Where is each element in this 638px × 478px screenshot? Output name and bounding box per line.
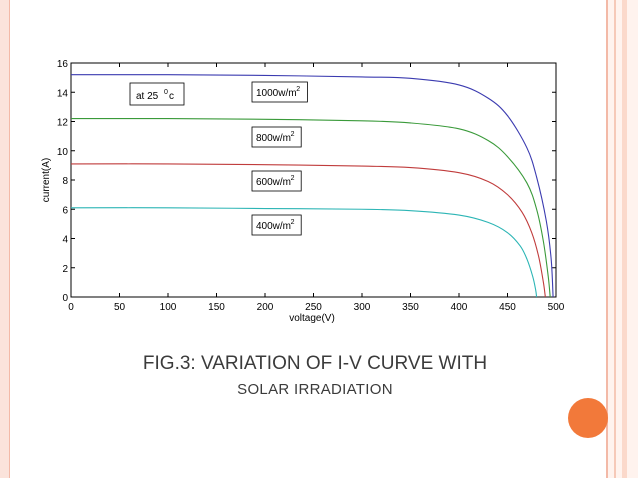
x-tick-label: 350 <box>402 302 419 313</box>
x-tick-label: 450 <box>499 302 516 313</box>
border-stripe <box>614 0 616 478</box>
series-label-text: 600w/m <box>256 177 291 188</box>
x-tick-label: 250 <box>305 302 322 313</box>
x-tick-label: 400 <box>451 302 468 313</box>
y-tick-label: 4 <box>62 235 68 246</box>
label-box-frame <box>251 170 302 192</box>
series-label-text: 400w/m <box>256 221 291 232</box>
annotation-unit: c <box>169 91 174 102</box>
label-box-frame <box>251 214 302 236</box>
series-label-text: 800w/m <box>256 133 291 144</box>
series-label-box: 600w/m 2 <box>251 170 302 192</box>
x-tick-label: 500 <box>548 302 565 313</box>
chart-ticks: 0 50 100 150 200 250 300 350 400 450 500 0 2 4 6 8 10 12 1… <box>57 59 565 313</box>
x-tick-label: 150 <box>208 302 225 313</box>
x-tick-label: 50 <box>114 302 126 313</box>
annotation-frame <box>129 82 185 106</box>
y-tick-label: 10 <box>57 147 69 158</box>
series-label-superscript: 2 <box>291 131 295 138</box>
series-label-text: 1000w/m <box>256 88 297 99</box>
series-label-box: 800w/m 2 <box>251 126 302 148</box>
series-label-superscript: 2 <box>291 219 295 226</box>
decorative-orange-circle <box>568 398 608 438</box>
series-label-box: 1000w/m 2 <box>251 81 308 103</box>
y-tick-label: 16 <box>57 59 69 70</box>
figure-caption: FIG.3: VARIATION OF I-V CURVE WITH SOLAR… <box>100 351 530 403</box>
series-label-superscript: 2 <box>291 175 295 182</box>
x-axis-label: voltage(V) <box>289 313 335 324</box>
series-line <box>70 117 551 298</box>
y-tick-label: 8 <box>62 176 68 187</box>
series-line <box>70 163 546 298</box>
x-tick-label: 200 <box>257 302 274 313</box>
temperature-annotation: at 25 0 c <box>129 82 185 106</box>
caption-line-1: FIG.3: VARIATION OF I-V CURVE WITH <box>142 353 488 374</box>
right-border-decoration <box>606 0 638 478</box>
caption-line-2: SOLAR IRRADIATION <box>237 381 393 398</box>
y-axis-label: current(A) <box>41 158 52 202</box>
label-box-frame <box>251 81 308 103</box>
y-tick-label: 6 <box>62 205 68 216</box>
series-label-box: 400w/m 2 <box>251 214 302 236</box>
series-line <box>70 207 538 298</box>
y-tick-label: 0 <box>62 293 68 304</box>
left-border-decoration <box>0 0 10 478</box>
chart-series <box>70 74 554 298</box>
series-label-superscript: 2 <box>296 86 300 93</box>
x-tick-label: 300 <box>354 302 371 313</box>
annotation-text: at 25 <box>136 91 159 102</box>
border-stripe <box>622 0 627 478</box>
annotation-superscript: 0 <box>164 89 168 96</box>
y-tick-label: 2 <box>62 264 68 275</box>
series-line <box>70 74 554 298</box>
y-tick-label: 14 <box>57 88 69 99</box>
y-tick-label: 12 <box>57 118 69 129</box>
x-tick-label: 100 <box>160 302 177 313</box>
label-box-frame <box>251 126 302 148</box>
x-tick-label: 0 <box>68 302 74 313</box>
